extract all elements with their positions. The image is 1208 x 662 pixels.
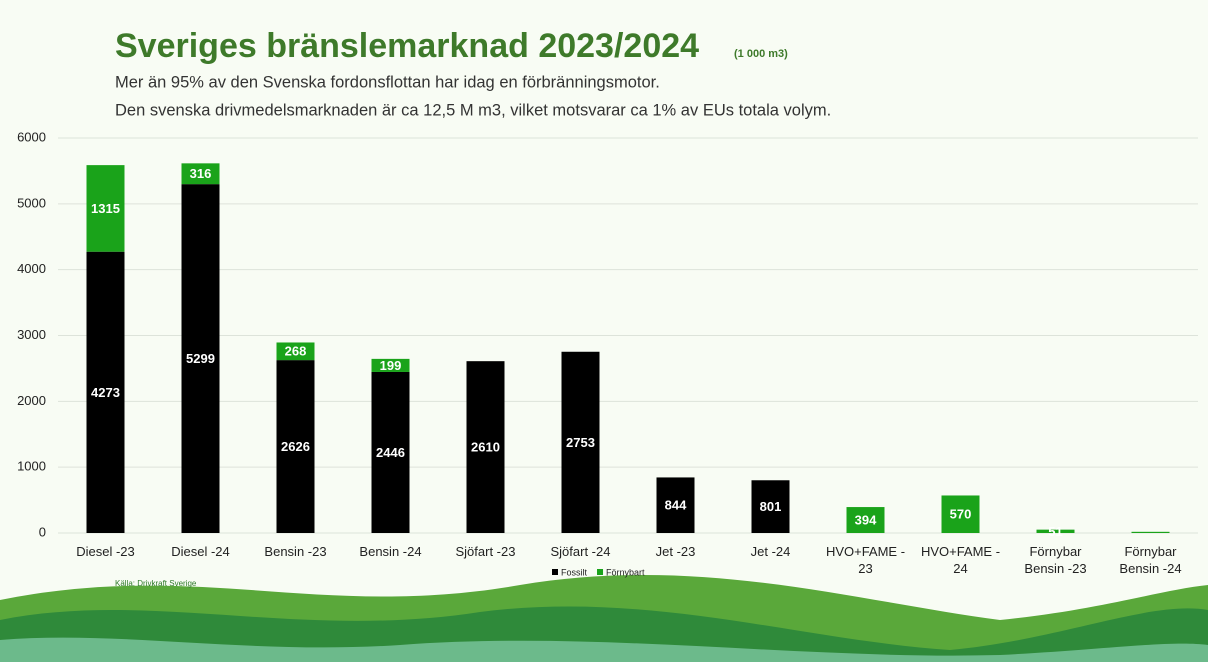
- bar-segment: [561, 351, 600, 533]
- y-tick-label: 1000: [17, 459, 46, 474]
- bar-segment: [181, 184, 220, 533]
- bar-segment: [751, 480, 790, 533]
- data-label: 801: [760, 499, 782, 514]
- y-tick-label: 6000: [17, 129, 46, 144]
- x-tick-label: Diesel -24: [171, 544, 230, 559]
- chart-title: Sveriges bränslemarknad 2023/2024: [115, 27, 699, 65]
- data-label: 2610: [471, 440, 500, 455]
- wave: [0, 637, 1208, 662]
- legend-label: Fossilt: [561, 567, 588, 577]
- data-label: 268: [285, 344, 307, 359]
- bar-segment: [941, 495, 980, 533]
- data-label: 51: [1048, 524, 1062, 539]
- legend-swatch: [597, 569, 604, 575]
- x-tick-label: Förnybar Bensin -24: [1119, 544, 1182, 576]
- annotation: Mer än 95% av den Svenska fordonsflottan…: [115, 73, 660, 91]
- data-label: 4273: [91, 385, 120, 400]
- data-label: 1315: [91, 201, 120, 216]
- y-tick-label: 5000: [17, 195, 46, 210]
- annotation: Den svenska drivmedelsmarknaden är ca 12…: [115, 101, 831, 119]
- data-label: 199: [380, 358, 402, 373]
- bar-segment: [1131, 531, 1170, 533]
- y-tick-label: 0: [39, 524, 46, 539]
- data-label: 844: [665, 498, 687, 513]
- bar-segment: [371, 371, 410, 533]
- data-label: 2446: [376, 445, 405, 460]
- bar-segment: [1036, 529, 1075, 533]
- source: Källa: Drivkraft Sverige: [115, 579, 197, 588]
- y-tick-label: 2000: [17, 393, 46, 408]
- x-tick-label: Bensin -23: [264, 544, 327, 559]
- legend-swatch: [552, 569, 558, 575]
- x-tick-label: Förnybar Bensin -23: [1024, 544, 1087, 576]
- bar-segment: [181, 163, 220, 185]
- data-label: 570: [950, 507, 972, 522]
- bar-segment: [466, 361, 505, 533]
- data-label: 2626: [281, 439, 310, 454]
- x-tick-label: Sjöfart -24: [550, 544, 611, 559]
- x-tick-label: HVO+FAME - 23: [825, 544, 906, 576]
- bar-segment: [656, 477, 695, 533]
- y-tick-label: 4000: [17, 261, 46, 276]
- data-label: 316: [190, 166, 212, 181]
- x-tick-label: Jet -24: [750, 544, 791, 559]
- data-label: 5299: [186, 351, 215, 366]
- bar-segment: [371, 358, 410, 372]
- bar-segment: [86, 251, 125, 534]
- bar-segment: [276, 342, 315, 361]
- data-label: 394: [855, 512, 877, 527]
- y-tick-label: 3000: [17, 327, 46, 342]
- x-tick-label: Jet -23: [655, 544, 696, 559]
- data-label: 2753: [566, 435, 595, 450]
- bar-segment: [86, 165, 125, 252]
- chart-subtitle: (1 000 m3): [734, 48, 788, 60]
- x-tick-label: Bensin -24: [359, 544, 422, 559]
- x-tick-label: Sjöfart -23: [455, 544, 516, 559]
- x-tick-label: Diesel -23: [76, 544, 135, 559]
- x-tick-label: HVO+FAME - 24: [920, 544, 1001, 576]
- bar-segment: [846, 507, 885, 533]
- legend-label: Förnybart: [606, 567, 645, 577]
- bar-segment: [276, 360, 315, 533]
